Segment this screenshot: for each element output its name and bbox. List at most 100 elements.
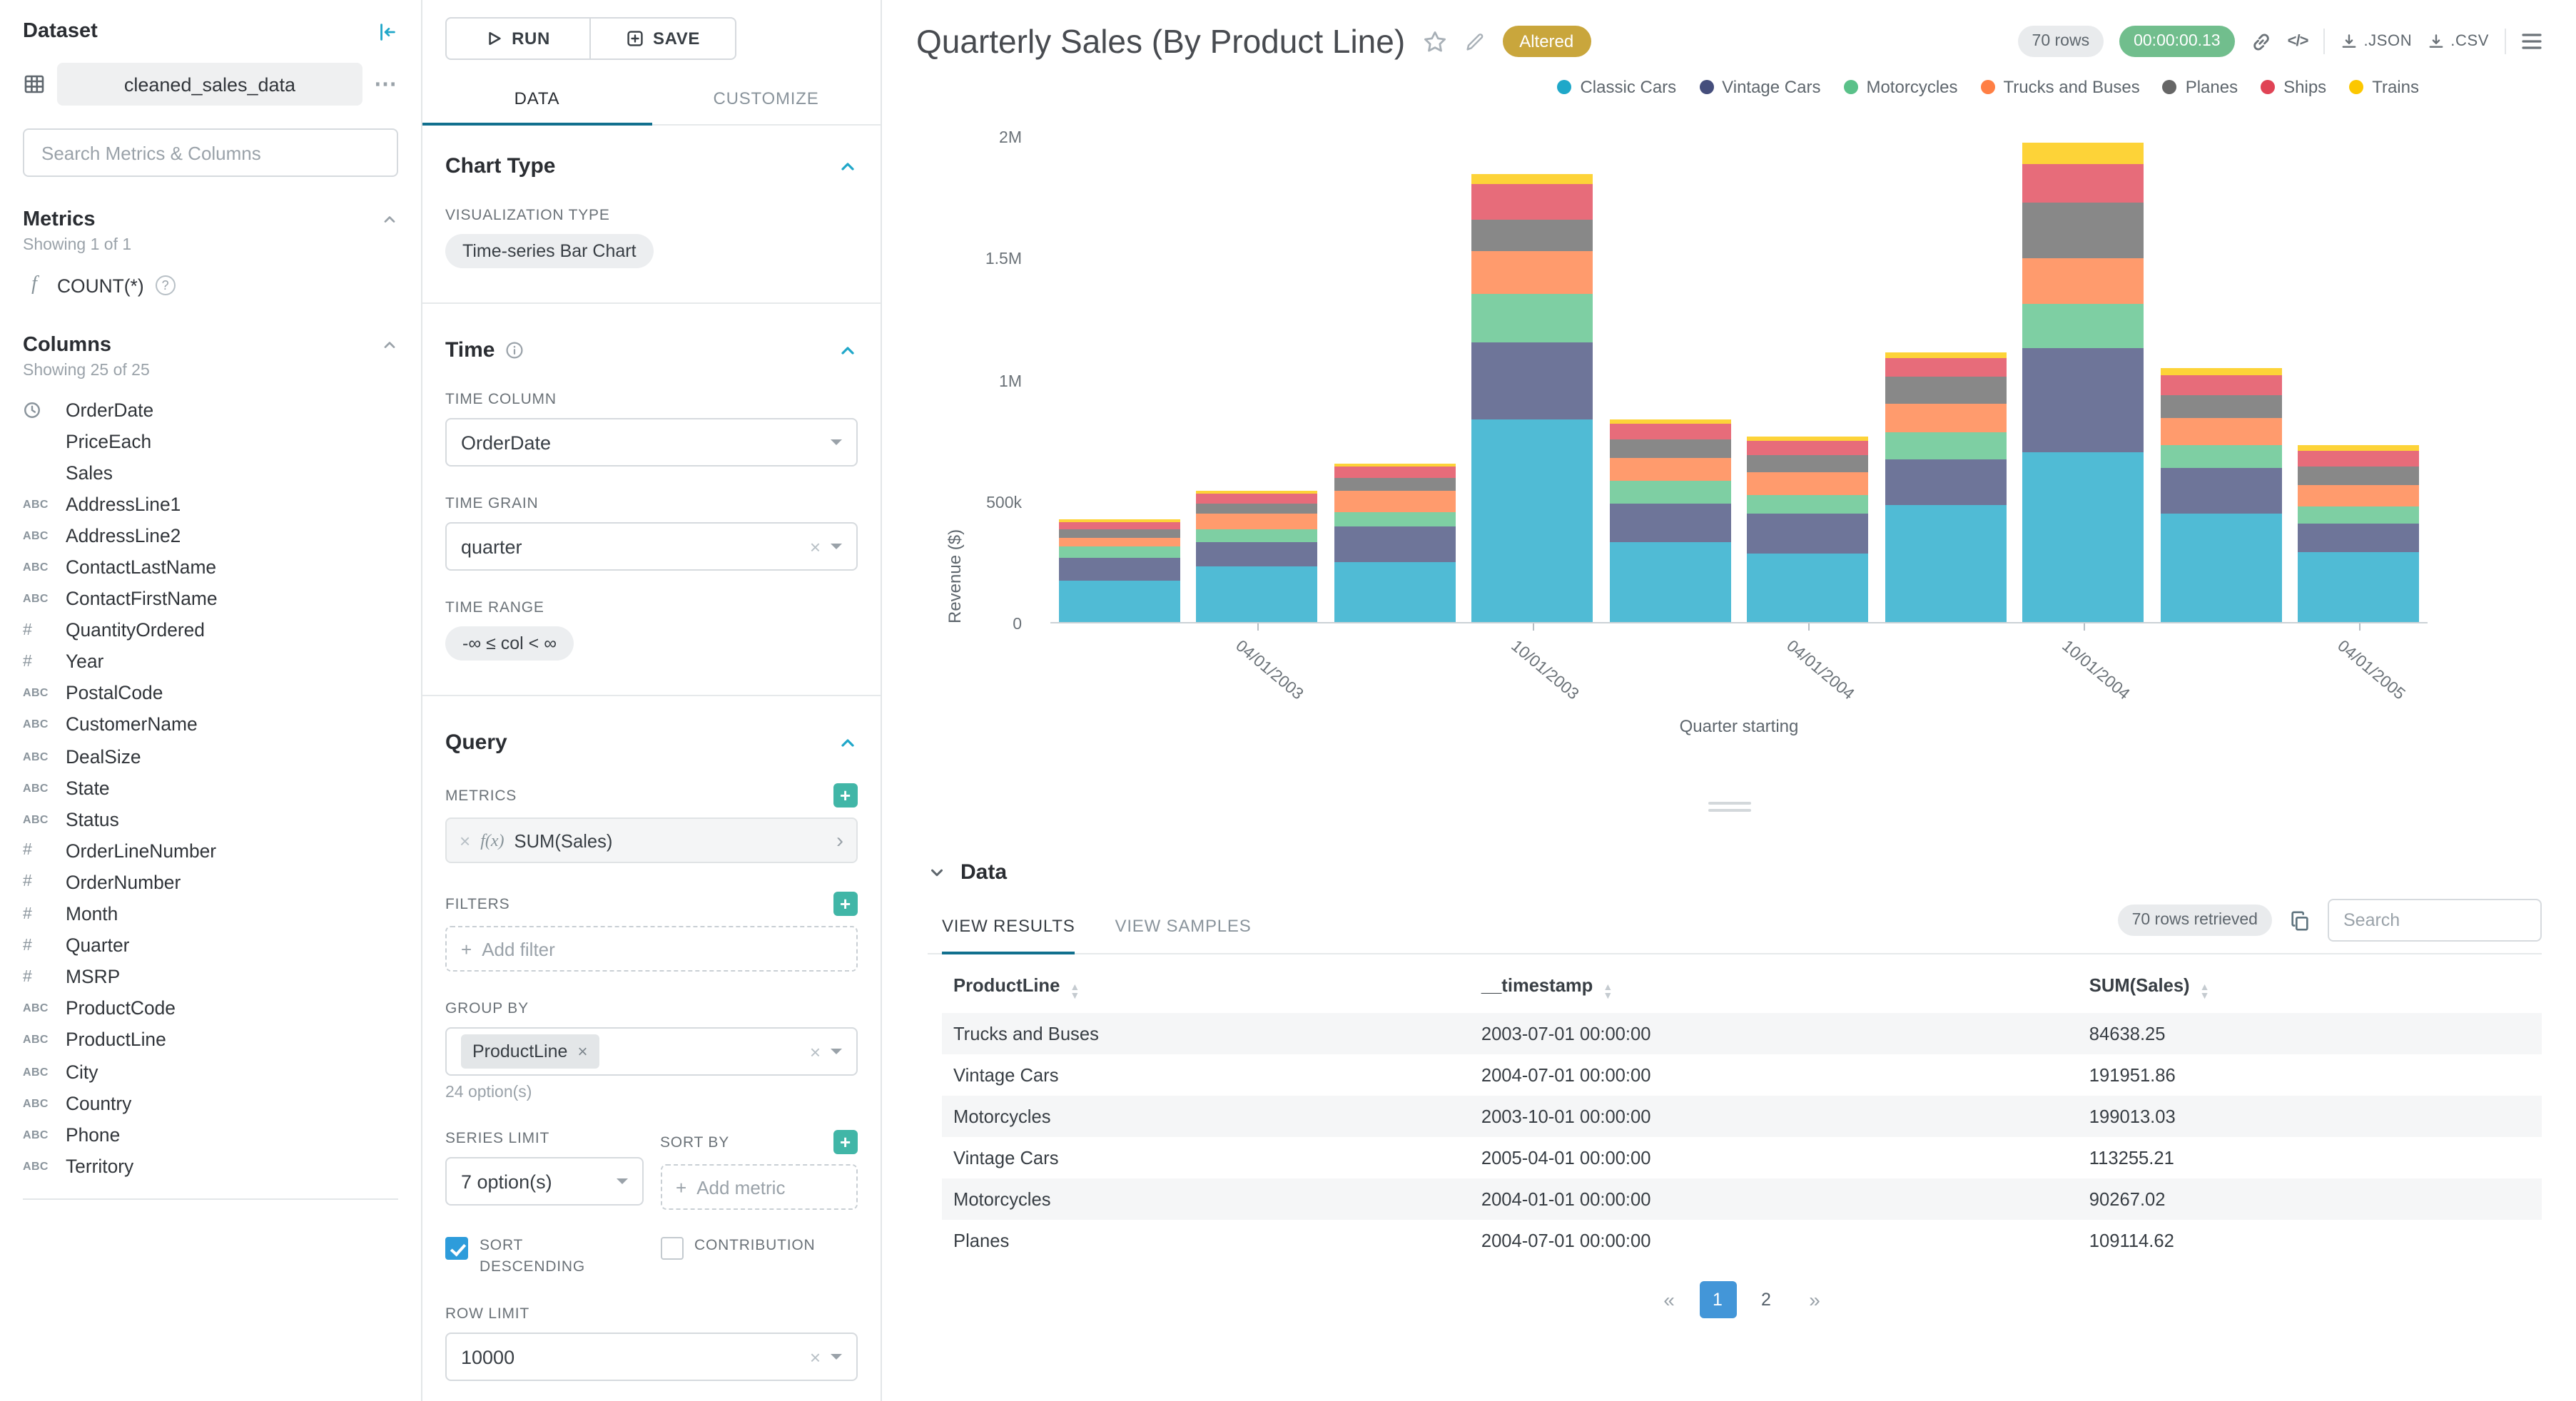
download-csv-button[interactable]: .CSV: [2428, 33, 2489, 50]
stacked-bar[interactable]: [1058, 137, 1180, 622]
bar-segment[interactable]: [2298, 445, 2420, 451]
run-button[interactable]: RUN: [445, 17, 591, 60]
column-item[interactable]: ABC Country: [23, 1087, 398, 1119]
embed-code-icon[interactable]: </>: [2287, 33, 2309, 50]
bar-segment[interactable]: [1058, 537, 1180, 547]
stacked-bar[interactable]: [1334, 137, 1456, 622]
bar-segment[interactable]: [1334, 561, 1456, 622]
bar-segment[interactable]: [1471, 184, 1593, 220]
bar-segment[interactable]: [1885, 352, 2007, 359]
row-limit-select[interactable]: 10000 ×: [445, 1333, 858, 1382]
column-item[interactable]: ABC PostalCode: [23, 678, 398, 709]
dataset-more-icon[interactable]: ⋯: [374, 73, 398, 97]
bar-segment[interactable]: [1196, 490, 1318, 494]
legend-item[interactable]: Motorcycles: [1843, 77, 1958, 97]
column-item[interactable]: # Year: [23, 646, 398, 678]
column-item[interactable]: ABC ProductCode: [23, 993, 398, 1024]
group-by-select[interactable]: ProductLine × ×: [445, 1027, 858, 1076]
tab-view-results[interactable]: VIEW RESULTS: [942, 899, 1076, 954]
table-search-input[interactable]: [2328, 899, 2542, 942]
bar-segment[interactable]: [1471, 173, 1593, 185]
column-header-sumsales[interactable]: SUM(Sales) ▲ ▼: [2078, 960, 2542, 1013]
bar-segment[interactable]: [2022, 452, 2144, 622]
bar-segment[interactable]: [1609, 419, 1731, 424]
legend-item[interactable]: Classic Cars: [1557, 77, 1676, 97]
bar-slot[interactable]: [1739, 137, 1877, 622]
column-item[interactable]: ABC Phone: [23, 1119, 398, 1150]
bar-segment[interactable]: [1747, 554, 1869, 622]
column-item[interactable]: Sales: [23, 457, 398, 488]
legend-item[interactable]: Ships: [2261, 77, 2326, 97]
stacked-bar[interactable]: [1196, 137, 1318, 622]
legend-item[interactable]: Planes: [2162, 77, 2238, 97]
collapse-data-chevron-icon[interactable]: [928, 863, 946, 882]
menu-icon[interactable]: [2522, 33, 2542, 50]
bar-segment[interactable]: [1058, 529, 1180, 538]
metric-item[interactable]: f COUNT(*) ?: [23, 268, 398, 302]
bar-segment[interactable]: [2022, 304, 2144, 348]
remove-chip-icon[interactable]: ×: [577, 1041, 588, 1061]
bar-segment[interactable]: [2298, 466, 2420, 486]
share-link-icon[interactable]: [2251, 31, 2272, 52]
stacked-bar[interactable]: [1885, 137, 2007, 622]
bar-segment[interactable]: [2160, 395, 2282, 419]
bar-segment[interactable]: [1747, 437, 1869, 442]
chevron-up-icon[interactable]: [381, 211, 398, 228]
bar-segment[interactable]: [1747, 514, 1869, 554]
bar-segment[interactable]: [1196, 529, 1318, 542]
dataset-name[interactable]: cleaned_sales_data: [57, 63, 362, 106]
column-item[interactable]: # OrderNumber: [23, 867, 398, 898]
bar-segment[interactable]: [1334, 467, 1456, 478]
add-sort-metric-box[interactable]: + Add metric: [660, 1164, 858, 1210]
bar-segment[interactable]: [2298, 506, 2420, 524]
bar-slot[interactable]: [2152, 137, 2290, 622]
bar-segment[interactable]: [1609, 481, 1731, 504]
chevron-up-icon[interactable]: [838, 733, 858, 753]
sort-icon[interactable]: ▲ ▼: [2199, 983, 2210, 1001]
legend-item[interactable]: Trucks and Buses: [1980, 77, 2140, 97]
stacked-bar[interactable]: [1747, 137, 1869, 622]
bar-segment[interactable]: [1609, 424, 1731, 440]
column-item[interactable]: ABC AddressLine1: [23, 489, 398, 520]
bar-segment[interactable]: [1058, 521, 1180, 529]
bar-slot[interactable]: [1464, 137, 1601, 622]
sort-icon[interactable]: ▲ ▼: [1603, 983, 1613, 1001]
bar-segment[interactable]: [2160, 468, 2282, 513]
copy-icon[interactable]: [2289, 910, 2311, 931]
dataset-search-input[interactable]: [23, 128, 398, 177]
bar-segment[interactable]: [1334, 511, 1456, 526]
bar-segment[interactable]: [1471, 220, 1593, 252]
bar-segment[interactable]: [1747, 454, 1869, 472]
bar-slot[interactable]: [1050, 137, 1188, 622]
bar-segment[interactable]: [1885, 459, 2007, 506]
bar-segment[interactable]: [1196, 494, 1318, 504]
column-item[interactable]: ABC AddressLine2: [23, 520, 398, 551]
pagination-prev[interactable]: «: [1663, 1288, 1675, 1311]
altered-badge[interactable]: Altered: [1502, 26, 1591, 57]
column-item[interactable]: ABC City: [23, 1056, 398, 1087]
clear-icon[interactable]: ×: [809, 1041, 821, 1062]
add-sort-metric-button[interactable]: +: [833, 1130, 858, 1154]
bar-segment[interactable]: [1196, 541, 1318, 566]
bar-segment[interactable]: [2298, 450, 2420, 467]
column-item[interactable]: ABC Territory: [23, 1151, 398, 1182]
bar-segment[interactable]: [2022, 347, 2144, 452]
stacked-bar[interactable]: [2022, 137, 2144, 622]
bar-segment[interactable]: [1196, 514, 1318, 529]
column-item[interactable]: ABC ContactFirstName: [23, 583, 398, 614]
pagination-next[interactable]: »: [1809, 1288, 1820, 1311]
tab-customize[interactable]: CUSTOMIZE: [713, 88, 819, 108]
tab-view-samples[interactable]: VIEW SAMPLES: [1115, 916, 1252, 936]
stacked-bar[interactable]: [1471, 137, 1593, 622]
chevron-up-icon[interactable]: [838, 156, 858, 176]
bar-segment[interactable]: [2022, 202, 2144, 259]
column-header-productline[interactable]: ProductLine ▲ ▼: [942, 960, 1470, 1013]
bar-segment[interactable]: [1334, 477, 1456, 491]
favorite-star-icon[interactable]: [1422, 29, 1446, 54]
bar-segment[interactable]: [1471, 251, 1593, 294]
column-item[interactable]: # Month: [23, 898, 398, 929]
bar-segment[interactable]: [1334, 491, 1456, 512]
column-item[interactable]: # QuantityOrdered: [23, 614, 398, 646]
bar-segment[interactable]: [1334, 464, 1456, 467]
stacked-bar[interactable]: [1609, 137, 1731, 622]
